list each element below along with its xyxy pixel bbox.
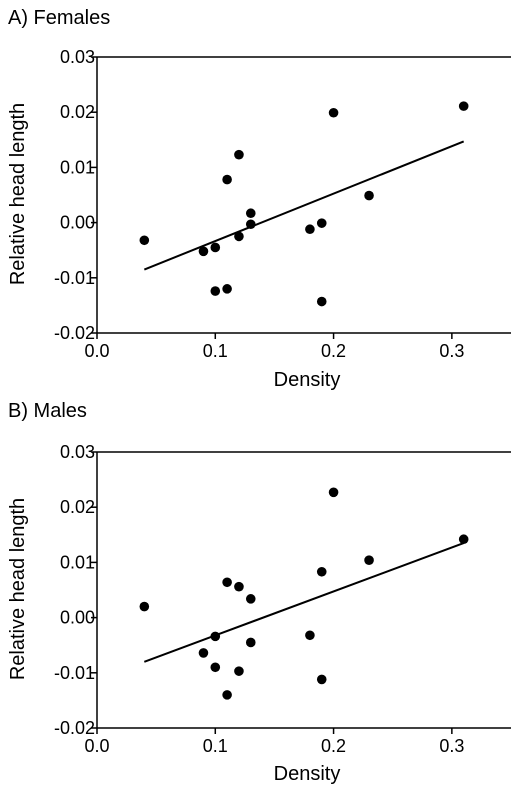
- y-tick-label: 0.00: [60, 213, 95, 233]
- data-point: [305, 224, 315, 235]
- data-point: [210, 286, 221, 296]
- panel-females: A) Females Relative head length Density …: [7, 7, 511, 391]
- x-tick-label: 0.2: [321, 341, 346, 361]
- data-point: [328, 107, 339, 118]
- data-point: [316, 674, 327, 685]
- trend-line: [143, 140, 465, 271]
- data-point: [364, 555, 374, 565]
- plot-area: -0.02 -0.01 0.00 0.01 0.02 0.03 0.0 0.1 0.2 0.3: [54, 47, 511, 361]
- x-tick-label: 0.1: [203, 341, 228, 361]
- y-axis-label: Relative head length: [7, 103, 29, 285]
- y-tick-label: 0.01: [60, 157, 95, 177]
- panel-title: B) Males: [8, 400, 87, 422]
- data-point: [458, 534, 469, 545]
- panel-males: B) Males Relative head length Density -0…: [7, 400, 511, 785]
- data-point: [245, 594, 256, 604]
- x-tick-label: 0.1: [203, 736, 228, 756]
- y-tick-label: -0.01: [54, 268, 95, 288]
- x-tick-label: 0.0: [84, 736, 109, 756]
- data-point: [210, 631, 221, 642]
- data-point: [210, 662, 221, 673]
- y-tick-label: -0.02: [54, 718, 95, 738]
- data-point: [222, 690, 232, 700]
- y-tick-label: -0.02: [54, 323, 95, 343]
- data-point: [245, 208, 256, 219]
- x-axis-label: Density: [274, 369, 341, 391]
- panel-title: A) Females: [8, 7, 110, 29]
- y-tick-label: 0.03: [60, 47, 95, 67]
- data-point: [139, 235, 150, 246]
- data-point: [234, 581, 244, 592]
- data-point: [245, 637, 256, 648]
- data-point: [316, 296, 327, 307]
- data-point: [222, 174, 232, 185]
- y-tick-label: 0.00: [60, 608, 95, 628]
- plot-area: -0.02 -0.01 0.00 0.01 0.02 0.03 0.0 0.1 0.2 0.3: [54, 442, 511, 756]
- data-point: [316, 218, 327, 228]
- data-point: [234, 231, 244, 242]
- y-tick-label: 0.02: [60, 102, 95, 122]
- data-point: [234, 149, 244, 160]
- data-point: [222, 577, 232, 588]
- data-point: [198, 246, 209, 257]
- y-tick-label: 0.02: [60, 497, 95, 517]
- data-point: [364, 190, 374, 201]
- x-tick-label: 0.3: [439, 736, 464, 756]
- data-point: [316, 566, 327, 577]
- y-tick-label: -0.01: [54, 663, 95, 683]
- x-axis-label: Density: [274, 763, 341, 785]
- data-point: [245, 219, 256, 230]
- data-point: [222, 284, 232, 294]
- data-point: [305, 630, 315, 641]
- y-tick-label: 0.03: [60, 442, 95, 462]
- x-tick-label: 0.3: [439, 341, 464, 361]
- data-point: [198, 648, 209, 658]
- data-point: [139, 601, 150, 612]
- x-tick-label: 0.2: [321, 736, 346, 756]
- data-point: [328, 487, 339, 498]
- data-point: [234, 666, 244, 676]
- trend-line: [143, 542, 465, 663]
- data-point: [210, 242, 221, 253]
- x-tick-label: 0.0: [84, 341, 109, 361]
- y-axis-label: Relative head length: [7, 498, 29, 680]
- y-tick-label: 0.01: [60, 552, 95, 572]
- data-point: [458, 101, 469, 111]
